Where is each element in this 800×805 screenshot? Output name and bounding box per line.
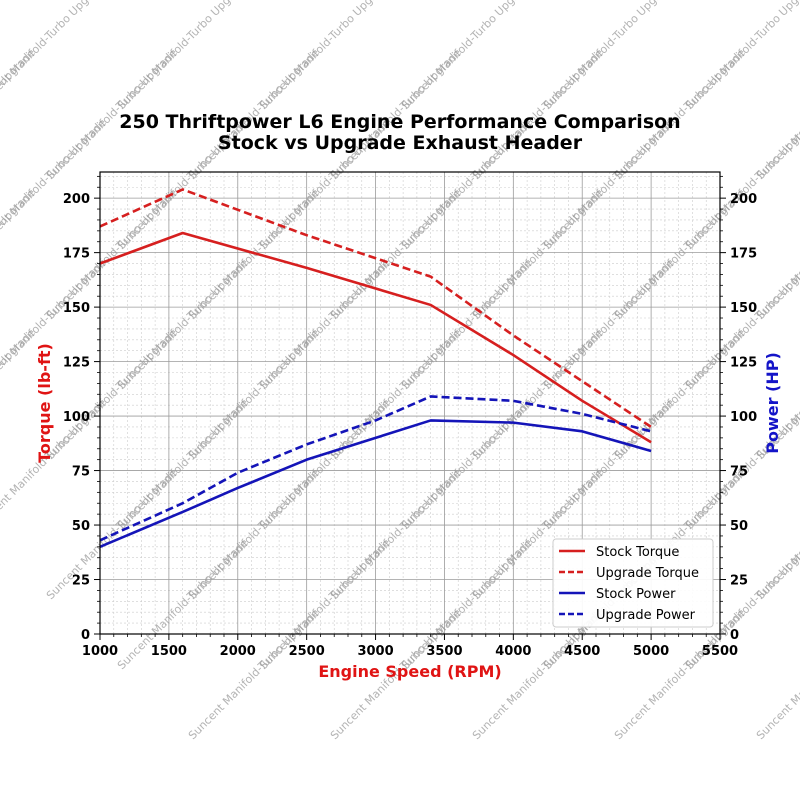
watermark-text: Suncent Manifold-Turbo Upgrade bbox=[0, 256, 109, 392]
legend: Stock Torque Upgrade Torque Stock Power Upg… bbox=[553, 539, 713, 627]
y-axis-left-title: Torque (lb-ft) bbox=[35, 343, 54, 463]
y-right-tick-label: 75 bbox=[730, 465, 748, 480]
x-tick-label: 2500 bbox=[289, 644, 325, 659]
y-left-tick-label: 0 bbox=[81, 628, 90, 643]
x-tick-label: 4000 bbox=[495, 644, 531, 659]
chart-subtitle: Stock vs Upgrade Exhaust Header bbox=[218, 132, 583, 154]
y-left-tick-label: 50 bbox=[72, 519, 90, 534]
y-left-tick-label: 75 bbox=[72, 465, 90, 480]
watermark-text: Suncent Manifold-Turbo Upgrade bbox=[0, 46, 38, 182]
chart-title: 250 Thriftpower L6 Engine Performance Co… bbox=[119, 111, 680, 133]
y-right-tick-label: 200 bbox=[730, 192, 757, 207]
x-tick-label: 2000 bbox=[220, 644, 256, 659]
y-left-tick-label: 125 bbox=[63, 356, 90, 371]
watermark-text: Suncent Manifold-Turbo Upgrade bbox=[0, 396, 109, 532]
x-tick-label: 5000 bbox=[633, 644, 669, 659]
legend-label: Upgrade Torque bbox=[596, 566, 699, 581]
watermark-text: Suncent Manifold-Turbo Upgrade bbox=[0, 326, 38, 462]
y-axis-right-title: Power (HP) bbox=[763, 352, 782, 454]
watermark-text: Suncent Manifold-Turbo Upgrade bbox=[754, 606, 800, 742]
y-left-tick-label: 200 bbox=[63, 192, 90, 207]
watermark-text: Suncent Manifold-Turbo Upgrade bbox=[0, 0, 109, 112]
watermark-text: Suncent Manifold-Turbo Upgrade bbox=[0, 186, 38, 322]
watermark-text: Suncent Manifold-Turbo Upgrade bbox=[0, 116, 109, 252]
x-tick-label: 1000 bbox=[82, 644, 118, 659]
x-tick-label: 1500 bbox=[151, 644, 187, 659]
y-right-tick-label: 25 bbox=[730, 574, 748, 589]
x-axis-title: Engine Speed (RPM) bbox=[318, 662, 501, 681]
y-right-tick-label: 100 bbox=[730, 410, 757, 425]
legend-label: Stock Torque bbox=[596, 545, 679, 560]
y-right-tick-label: 0 bbox=[730, 628, 739, 643]
legend-label: Stock Power bbox=[596, 587, 676, 602]
y-right-tick-label: 125 bbox=[730, 356, 757, 371]
y-left-tick-label: 150 bbox=[63, 301, 90, 316]
x-tick-label: 5500 bbox=[702, 644, 738, 659]
x-tick-label: 3500 bbox=[426, 644, 462, 659]
y-right-tick-label: 50 bbox=[730, 519, 748, 534]
legend-label: Upgrade Power bbox=[596, 608, 696, 623]
x-tick-label: 4500 bbox=[564, 644, 600, 659]
y-left-tick-label: 25 bbox=[72, 574, 90, 589]
y-left-tick-label: 100 bbox=[63, 410, 90, 425]
y-right-tick-label: 175 bbox=[730, 247, 757, 262]
x-tick-label: 3000 bbox=[357, 644, 393, 659]
y-left-tick-label: 175 bbox=[63, 247, 90, 262]
y-right-tick-label: 150 bbox=[730, 301, 757, 316]
watermark-text: Suncent Manifold-Turbo Upgrade bbox=[186, 606, 322, 742]
